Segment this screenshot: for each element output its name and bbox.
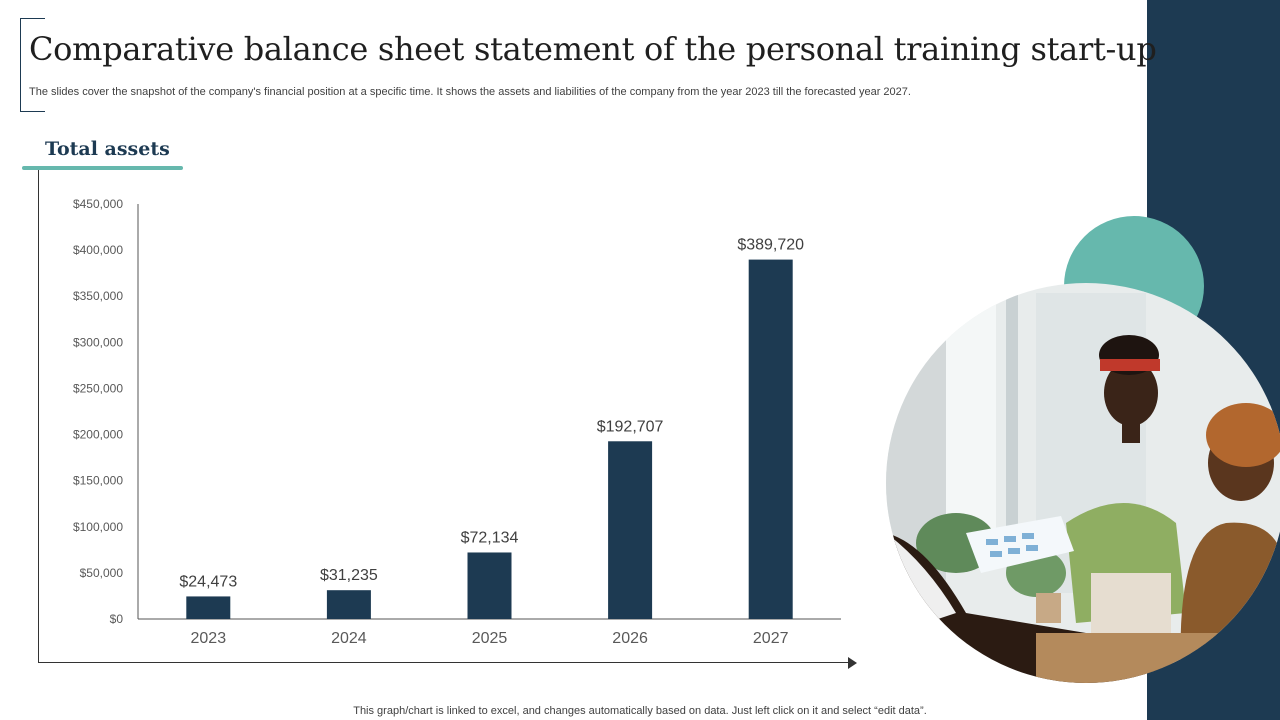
bar-2026[interactable] — [608, 441, 653, 619]
y-tick-label: $150,000 — [73, 474, 123, 488]
y-tick-label: $350,000 — [73, 289, 123, 303]
footnote: This graph/chart is linked to excel, and… — [353, 705, 927, 717]
y-tick-label: $400,000 — [73, 243, 123, 257]
frame-vertical-line — [38, 170, 39, 663]
data-label: $24,473 — [179, 573, 237, 590]
y-tick-label: $200,000 — [73, 428, 123, 442]
section-heading: Total assets — [45, 138, 170, 160]
bar-2027[interactable] — [748, 259, 793, 619]
x-tick-label: 2027 — [753, 630, 789, 647]
bar-2023[interactable] — [186, 596, 231, 619]
frame-horizontal-line — [38, 662, 848, 663]
y-tick-label: $0 — [110, 612, 124, 626]
arrow-right-icon — [848, 657, 857, 669]
y-tick-label: $300,000 — [73, 335, 123, 349]
x-tick-label: 2026 — [612, 630, 648, 647]
title-bracket — [20, 18, 45, 112]
data-label: $192,707 — [597, 418, 664, 435]
y-tick-label: $450,000 — [73, 197, 123, 211]
bar-2024[interactable] — [326, 590, 371, 619]
page-subtitle: The slides cover the snapshot of the com… — [29, 86, 911, 98]
x-tick-label: 2023 — [191, 630, 227, 647]
section-underline — [22, 166, 183, 170]
y-tick-label: $250,000 — [73, 381, 123, 395]
x-tick-label: 2025 — [472, 630, 508, 647]
y-tick-label: $100,000 — [73, 520, 123, 534]
data-label: $31,235 — [320, 567, 378, 584]
bar-2025[interactable] — [467, 552, 512, 619]
y-tick-label: $50,000 — [80, 566, 124, 580]
page-title: Comparative balance sheet statement of t… — [29, 30, 1157, 68]
people-meeting-photo — [886, 283, 1280, 683]
data-label: $72,134 — [461, 529, 519, 546]
x-tick-label: 2024 — [331, 630, 367, 647]
data-label: $389,720 — [737, 237, 804, 254]
